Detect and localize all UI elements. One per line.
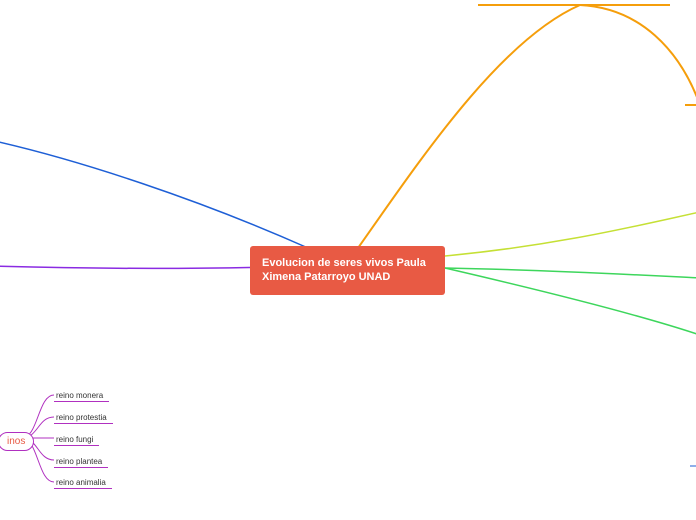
reinos-item-4[interactable]: reino animalia xyxy=(54,477,112,489)
reinos-item-0[interactable]: reino monera xyxy=(54,390,109,402)
branch-green1 xyxy=(445,268,696,278)
branch-green2 xyxy=(445,268,696,335)
branch-orange-top xyxy=(358,5,580,248)
reinos-node[interactable]: inos xyxy=(0,432,34,451)
branch-blue xyxy=(0,140,308,248)
branch-yellow-green xyxy=(445,212,696,256)
reinos-item-1[interactable]: reino protestia xyxy=(54,412,113,424)
reinos-item-3[interactable]: reino plantea xyxy=(54,456,108,468)
central-node[interactable]: Evolucion de seres vivos Paula Ximena Pa… xyxy=(250,246,445,295)
reinos-item-2[interactable]: reino fungi xyxy=(54,434,99,446)
branch-orange-right xyxy=(580,5,696,105)
